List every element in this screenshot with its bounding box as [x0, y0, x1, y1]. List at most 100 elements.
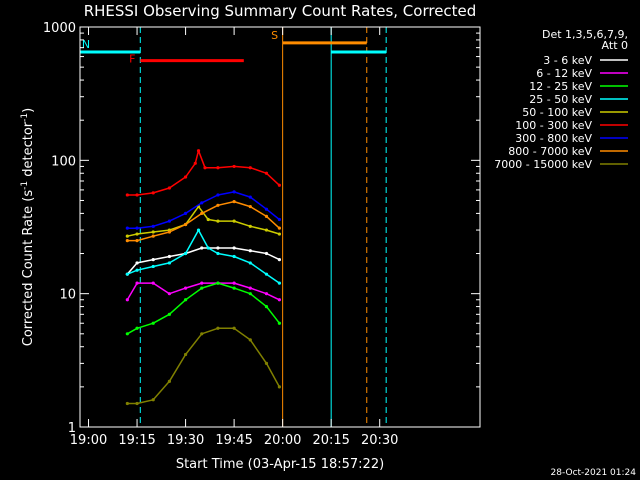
legend-label-4: 50 - 100 keV [522, 106, 592, 119]
series-point-0-6 [216, 246, 220, 250]
series-point-4-8 [232, 219, 236, 223]
series-point-2-7 [232, 286, 236, 290]
x-tick-label-1: 19:15 [118, 433, 155, 448]
series-line-5 [127, 149, 280, 196]
series-point-1-8 [248, 286, 252, 290]
series-line-0 [126, 247, 280, 275]
series-point-3-0 [125, 272, 129, 276]
timestamp: 28-Oct-2021 01:24 [551, 468, 637, 478]
series-point-1-2 [151, 281, 155, 285]
series-point-0-7 [232, 246, 236, 250]
series-point-2-2 [151, 321, 155, 325]
series-point-2-1 [135, 326, 139, 330]
y-axis-label: Corrected Count Rate (s-1 detector-1) [20, 108, 36, 346]
series-point-7-10 [277, 226, 282, 230]
series-point-3-3 [167, 261, 172, 265]
series-point-7-0 [125, 239, 129, 243]
series-point-3-4 [183, 251, 188, 256]
series-point-3-2 [151, 264, 155, 269]
series-point-4-9 [248, 224, 252, 228]
series-point-8-10 [277, 385, 282, 389]
legend-label-1: 6 - 12 keV [536, 67, 592, 80]
series-point-6-5 [200, 201, 204, 205]
x-tick-label-4: 20:00 [264, 433, 301, 448]
series-point-7-3 [167, 230, 172, 234]
series-point-3-10 [264, 272, 269, 276]
series-point-8-8 [248, 338, 252, 342]
series-point-8-7 [232, 326, 236, 330]
y-tick-label-2: 100 [51, 154, 76, 169]
series-point-3-11 [277, 281, 282, 285]
series-point-2-6 [216, 281, 220, 285]
series-point-4-2 [151, 230, 155, 234]
series-point-6-3 [167, 219, 172, 223]
series-point-5-5 [193, 161, 197, 165]
series-point-6-8 [248, 195, 252, 199]
series-point-7-9 [264, 214, 269, 218]
y-tick-label-0: 1 [68, 421, 76, 436]
series-point-0-1 [135, 261, 139, 265]
series-point-0-3 [167, 254, 172, 259]
series-point-8-4 [183, 352, 188, 357]
series-point-5-3 [167, 186, 172, 190]
series-point-6-10 [277, 217, 282, 222]
y-axis-label-tail: ) [21, 108, 36, 113]
series-point-7-5 [200, 211, 204, 215]
series-point-7-4 [183, 222, 188, 227]
legend-label-6: 300 - 800 keV [515, 132, 592, 145]
series-point-8-5 [200, 332, 204, 336]
series-point-1-1 [135, 281, 139, 285]
legend-label-3: 25 - 50 keV [529, 93, 592, 106]
legend-label-0: 3 - 6 keV [543, 54, 592, 67]
series-point-8-3 [167, 379, 172, 383]
series-point-6-9 [264, 207, 269, 211]
series-point-5-6 [196, 149, 201, 153]
series-point-2-4 [183, 298, 188, 302]
series-point-5-11 [264, 171, 269, 175]
series-point-2-10 [277, 321, 282, 325]
series-point-6-2 [151, 224, 155, 228]
series-point-5-0 [125, 193, 129, 197]
y-axis-label-exponent-2: -1 [20, 113, 30, 122]
legend-header-0: Det 1,3,5,6,7,9, [542, 28, 628, 41]
series-point-5-1 [135, 193, 139, 197]
series-point-1-10 [277, 298, 282, 302]
series-point-1-7 [232, 281, 236, 285]
series-point-4-0 [125, 234, 129, 238]
series-point-3-5 [196, 228, 201, 232]
series-point-3-6 [206, 246, 210, 250]
series-point-8-1 [135, 401, 139, 406]
x-tick-label-3: 19:45 [215, 433, 252, 448]
series-point-0-10 [277, 258, 282, 262]
x-tick-label-2: 19:30 [167, 433, 204, 448]
series-point-7-8 [248, 204, 252, 209]
series-point-3-1 [135, 268, 139, 272]
series-point-0-8 [248, 249, 252, 253]
plot-frame [79, 26, 481, 428]
series-point-0-2 [151, 258, 155, 262]
series-point-7-2 [151, 234, 155, 238]
series-line-8 [127, 327, 281, 405]
series-point-6-0 [125, 226, 129, 230]
y-tick-label-3: 1000 [43, 21, 76, 36]
legend-label-7: 800 - 7000 keV [508, 145, 592, 158]
series-point-5-2 [151, 191, 155, 195]
series-point-5-9 [232, 164, 236, 169]
series-point-2-3 [167, 312, 172, 316]
y-axis-label-exponent: -1 [20, 181, 30, 190]
series-point-4-11 [277, 232, 282, 236]
y-axis-label-middle: detector [21, 121, 36, 181]
series-point-4-1 [135, 232, 139, 236]
x-tick-label-5: 20:15 [312, 433, 349, 448]
series-point-1-3 [167, 292, 172, 296]
x-tick-label-0: 19:00 [70, 433, 107, 448]
series-point-5-4 [183, 175, 188, 179]
plot-area: N F S [79, 27, 387, 427]
legend-label-8: 7000 - 15000 keV [494, 158, 592, 171]
legend-label-5: 100 - 300 keV [515, 119, 592, 132]
series-point-6-6 [216, 193, 220, 197]
series-point-2-8 [248, 292, 252, 296]
legend-label-2: 12 - 25 keV [529, 80, 592, 93]
series-point-0-5 [200, 246, 204, 250]
